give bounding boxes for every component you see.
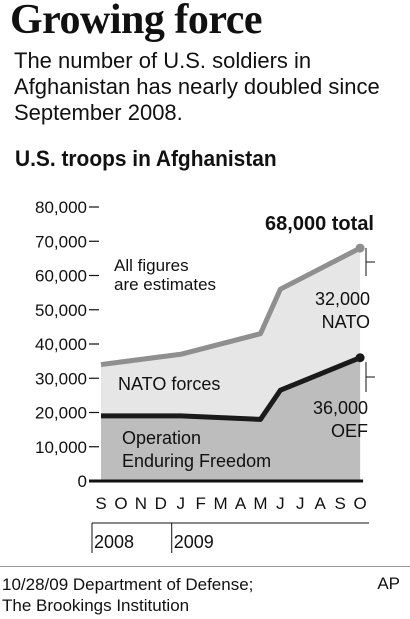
nato-area-label: NATO forces (118, 374, 220, 394)
x-tick-label: A (235, 494, 247, 513)
x-tick-label: S (334, 494, 345, 513)
x-tick-label: M (253, 494, 267, 513)
y-tick-label: 20,000 (35, 404, 87, 423)
credit: AP (377, 574, 400, 593)
x-tick-label: N (135, 494, 147, 513)
x-tick-label: A (315, 494, 327, 513)
x-tick-label: J (276, 494, 285, 513)
y-tick-label: 50,000 (35, 301, 87, 320)
page-title: Growing force (10, 0, 263, 43)
y-tick-label: 10,000 (35, 438, 87, 457)
nato-line (100, 245, 362, 368)
footer-rule (0, 566, 410, 567)
oef-end-point (355, 353, 365, 363)
oef-line (101, 355, 362, 422)
source-line-1: 10/28/09 Department of Defense; (2, 575, 254, 594)
chart-title: U.S. troops in Afghanistan (15, 146, 277, 171)
x-tick-label: J (296, 494, 305, 513)
oef-short-label: OEF (331, 421, 368, 441)
nato-value-label: 32,000 (315, 289, 370, 309)
nato-bracket (365, 248, 375, 276)
nato-end-point (355, 243, 365, 253)
oef-bracket (365, 362, 375, 392)
nato-short-label: NATO (322, 312, 370, 332)
y-tick-label: 60,000 (35, 267, 87, 286)
note-line-1: All figures (114, 256, 189, 275)
year-label: 2009 (174, 532, 214, 552)
x-tick-label: S (95, 494, 106, 513)
x-tick-label: O (114, 494, 127, 513)
oef-area-label-1: Operation (122, 428, 201, 448)
x-tick-label: D (155, 494, 167, 513)
y-tick-label: 30,000 (35, 369, 87, 388)
y-tick-label: 0 (78, 472, 87, 491)
x-tick-label: M (213, 494, 227, 513)
oef-area-label-2: Enduring Freedom (122, 451, 271, 471)
x-tick-label: F (195, 494, 205, 513)
source-note: 10/28/09 Department of Defense; The Broo… (2, 574, 253, 616)
y-tick-label: 70,000 (35, 232, 87, 251)
source-line-2: The Brookings Institution (2, 596, 190, 615)
note-line-2: are estimates (114, 275, 216, 294)
troops-chart: 0 10,000 20,000 30,000 40,000 50,000 60,000 70,… (35, 198, 375, 553)
year-label: 2008 (94, 532, 134, 552)
oef-value-label: 36,000 (313, 398, 368, 418)
x-tick-label: O (353, 494, 366, 513)
y-tick-label: 40,000 (35, 335, 87, 354)
total-label: 68,000 total (265, 213, 374, 235)
subtitle: The number of U.S. soldiers in Afghanist… (14, 48, 380, 125)
x-tick-label: J (176, 494, 185, 513)
y-tick-label: 80,000 (35, 198, 87, 217)
